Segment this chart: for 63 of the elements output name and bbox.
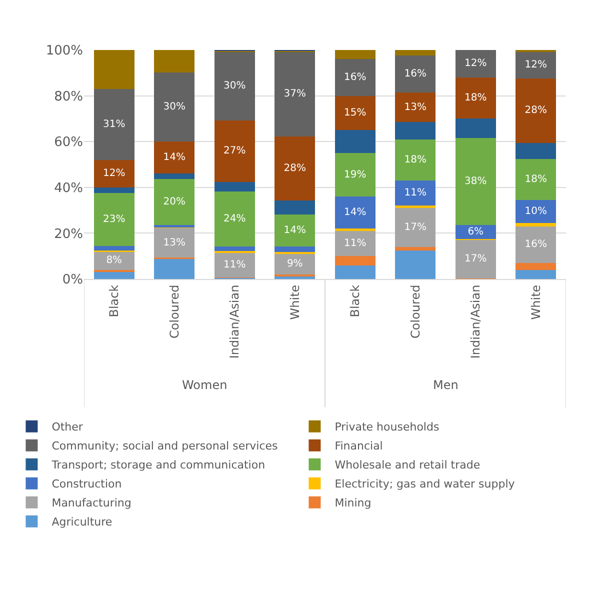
data-label: 11% — [404, 188, 426, 199]
data-label: 14% — [344, 207, 366, 218]
data-label: 28% — [284, 163, 306, 174]
x-tick-label: White — [288, 284, 302, 320]
legend-label: Electricity; gas and water supply — [334, 478, 516, 491]
data-label: 13% — [404, 102, 426, 113]
x-tick-label: White — [528, 284, 543, 320]
data-label: 12% — [524, 59, 547, 70]
legend-label: Transport; storage and communication — [50, 458, 266, 472]
data-label: 19% — [344, 169, 366, 180]
legend-label: Mining — [334, 496, 372, 510]
y-tick-label: 100% — [46, 44, 83, 59]
data-label: 8% — [106, 255, 122, 266]
legend-label: Community; social and personal services — [52, 440, 278, 453]
data-label: 14% — [163, 152, 186, 163]
data-label: 28% — [524, 105, 547, 116]
y-tick-label: 20% — [54, 226, 83, 242]
legend-label: Other — [52, 420, 84, 434]
data-label: 12% — [103, 168, 126, 180]
x-tick-label: Indian/Asian — [468, 284, 483, 359]
data-label: 9% — [286, 258, 303, 270]
data-label: 17% — [404, 222, 426, 233]
data-label: 23% — [103, 214, 126, 225]
data-label: 20% — [163, 196, 186, 208]
data-label: 17% — [464, 254, 487, 265]
legend-label: Agriculture — [52, 516, 112, 529]
data-label: 12% — [464, 58, 487, 70]
data-label: 30% — [224, 80, 246, 92]
text: Women — [182, 378, 228, 392]
data-label: 30% — [163, 102, 186, 113]
data-label: 13% — [163, 237, 186, 248]
x-tick-label: Coloured — [167, 284, 182, 338]
data-label: 18% — [404, 154, 426, 166]
y-tick-label: 60% — [54, 135, 83, 150]
legend-label: Wholesale and retail trade — [334, 458, 480, 472]
data-label: 37% — [284, 88, 306, 100]
x-tick-label: Black — [107, 284, 122, 318]
data-label: 10% — [524, 206, 547, 217]
y-tick-label: 40% — [54, 180, 83, 196]
data-label: 11% — [224, 259, 246, 270]
data-label: 15% — [344, 107, 366, 118]
data-label: 11% — [344, 238, 366, 250]
legend-label: Private households — [334, 420, 440, 434]
legend-label: Construction — [52, 478, 122, 491]
data-label: 27% — [224, 146, 246, 157]
text: Men — [433, 378, 458, 392]
data-label: 18% — [464, 92, 487, 104]
x-tick-label: Black — [348, 284, 362, 318]
data-label: 18% — [524, 174, 547, 185]
legend-label: Financial — [334, 440, 383, 453]
data-label: 24% — [224, 213, 246, 224]
y-tick-label: 0% — [62, 272, 83, 288]
data-label: 16% — [344, 72, 366, 83]
x-tick-label: Coloured — [408, 284, 422, 338]
y-tick-label: 80% — [54, 89, 83, 104]
x-tick-label: Indian/Asian — [228, 284, 242, 359]
data-label: 16% — [404, 68, 426, 80]
data-label: 6% — [468, 226, 484, 238]
data-label: 38% — [464, 176, 487, 188]
legend-label: Manufacturing — [52, 496, 132, 510]
data-label: 31% — [103, 118, 126, 130]
data-label: 14% — [284, 224, 306, 236]
data-label: 16% — [524, 239, 547, 250]
